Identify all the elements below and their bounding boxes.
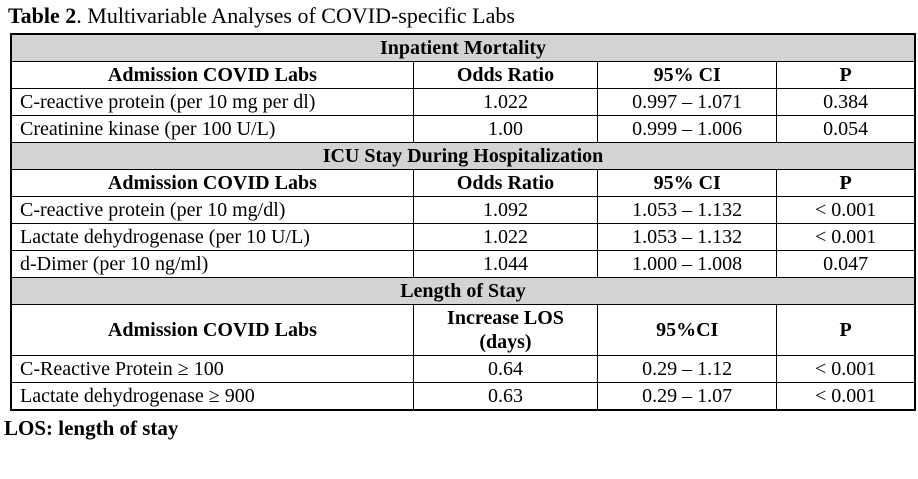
table-row: C-Reactive Protein ≥ 100 0.64 0.29 – 1.12 <… [10,355,916,383]
page: Table 2. Multivariable Analyses of COVID… [4,2,918,440]
section-header-row: Length of Stay [10,277,916,305]
section-header: ICU Stay During Hospitalization [10,142,916,170]
table-row: C-reactive protein (per 10 mg/dl) 1.092 1.… [10,196,916,224]
value-cell: < 0.001 [776,382,916,411]
lab-name-cell: Lactate dehydrogenase (per 10 U/L) [10,223,414,251]
lab-name-cell: C-Reactive Protein ≥ 100 [10,355,414,383]
column-header: P [776,61,916,89]
column-header-row: Admission COVID Labs Odds Ratio 95% CI P [10,169,916,197]
column-header-row: Admission COVID Labs Increase LOS (days) 9… [10,304,916,356]
value-cell: < 0.001 [776,196,916,224]
column-header-row: Admission COVID Labs Odds Ratio 95% CI P [10,61,916,89]
table-title-text: . Multivariable Analyses of COVID-specif… [76,3,515,28]
column-header: Admission COVID Labs [10,304,414,356]
column-header: P [776,169,916,197]
column-header: Increase LOS (days) [412,304,599,356]
value-cell: 1.000 – 1.008 [597,250,778,278]
value-cell: 1.053 – 1.132 [597,223,778,251]
value-cell: < 0.001 [776,355,916,383]
table-row: Creatinine kinase (per 100 U/L) 1.00 0.999… [10,115,916,143]
section-header: Length of Stay [10,277,916,305]
lab-name-cell: C-reactive protein (per 10 mg/dl) [10,196,414,224]
section-header-row: Inpatient Mortality [10,33,916,62]
section-header-row: ICU Stay During Hospitalization [10,142,916,170]
column-header: P [776,304,916,356]
column-header: Odds Ratio [412,61,599,89]
value-cell: 0.63 [412,382,599,411]
column-header: 95% CI [597,61,778,89]
table-row: C-reactive protein (per 10 mg per dl) 1.0… [10,88,916,116]
column-header: 95%CI [597,304,778,356]
table-title-number: Table 2 [8,3,77,28]
table-row: d-Dimer (per 10 ng/ml) 1.044 1.000 – 1.008… [10,250,916,278]
value-cell: 0.64 [412,355,599,383]
value-cell: 0.384 [776,88,916,116]
value-cell: 0.054 [776,115,916,143]
value-cell: 0.29 – 1.07 [597,382,778,411]
value-cell: 0.29 – 1.12 [597,355,778,383]
lab-name-cell: Lactate dehydrogenase ≥ 900 [10,382,414,411]
table-row: Lactate dehydrogenase ≥ 900 0.63 0.29 – 1.… [10,382,916,411]
value-cell: 1.00 [412,115,599,143]
value-cell: 1.053 – 1.132 [597,196,778,224]
footnote: LOS: length of stay [4,416,179,440]
value-cell: 1.044 [412,250,599,278]
section-header: Inpatient Mortality [10,33,916,62]
value-cell: < 0.001 [776,223,916,251]
column-header: Admission COVID Labs [10,61,414,89]
table-title: Table 2. Multivariable Analyses of COVID… [8,2,918,30]
value-cell: 0.997 – 1.071 [597,88,778,116]
lab-name-cell: C-reactive protein (per 10 mg per dl) [10,88,414,116]
value-cell: 1.022 [412,88,599,116]
lab-name-cell: d-Dimer (per 10 ng/ml) [10,250,414,278]
column-header: Odds Ratio [412,169,599,197]
value-cell: 1.092 [412,196,599,224]
value-cell: 1.022 [412,223,599,251]
value-cell: 0.047 [776,250,916,278]
lab-name-cell: Creatinine kinase (per 100 U/L) [10,115,414,143]
value-cell: 0.999 – 1.006 [597,115,778,143]
column-header: 95% CI [597,169,778,197]
table-row: Lactate dehydrogenase (per 10 U/L) 1.022 1… [10,223,916,251]
column-header: Admission COVID Labs [10,169,414,197]
multivariable-analyses-table: Inpatient Mortality Admission COVID Labs O… [10,33,916,411]
